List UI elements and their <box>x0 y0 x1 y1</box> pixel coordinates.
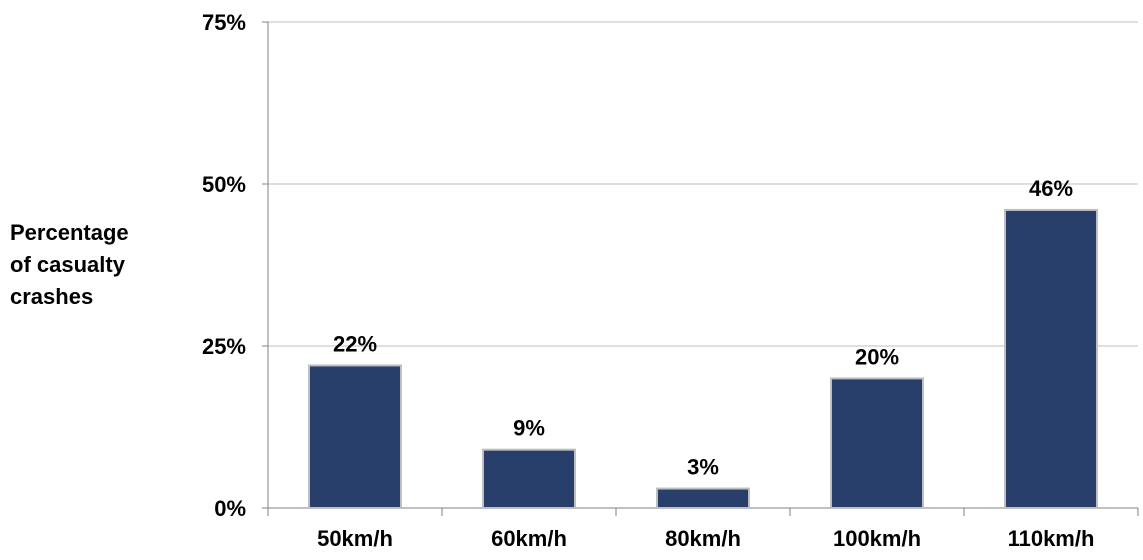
data-label: 3% <box>687 455 719 480</box>
x-tick-label: 50km/h <box>317 526 393 551</box>
y-axis-label-line-2: of casualty <box>10 252 126 277</box>
data-label: 9% <box>513 416 545 441</box>
bar-50km-h <box>308 364 402 509</box>
data-label: 46% <box>1029 176 1073 201</box>
gridlines <box>268 21 1138 347</box>
bars <box>308 208 1098 509</box>
y-axis-label: Percentage of casualty crashes <box>10 220 129 309</box>
data-label: 20% <box>855 344 899 369</box>
y-tick-label: 50% <box>202 172 246 197</box>
x-tick-label: 100km/h <box>833 526 921 551</box>
y-tick-label: 25% <box>202 334 246 359</box>
x-tick-label: 110km/h <box>1008 526 1095 551</box>
bar-110km-h <box>1004 208 1098 509</box>
data-label: 22% <box>333 331 377 356</box>
x-tick-labels: 50km/h 60km/h 80km/h 100km/h 110km/h <box>317 526 1094 551</box>
y-tick-label: 75% <box>202 10 246 35</box>
y-axis-label-line-3: crashes <box>10 284 93 309</box>
y-tick-label: 0% <box>214 496 246 521</box>
data-labels: 22% 9% 3% 20% 46% <box>333 176 1073 480</box>
y-tick-labels: 0% 25% 50% 75% <box>202 10 246 521</box>
bar-80km-h <box>656 487 750 509</box>
x-tick-label: 80km/h <box>665 526 741 551</box>
y-axis-label-line-1: Percentage <box>10 220 129 245</box>
bar-60km-h <box>482 448 576 509</box>
x-tick-label: 60km/h <box>491 526 567 551</box>
bar-100km-h <box>830 377 924 509</box>
